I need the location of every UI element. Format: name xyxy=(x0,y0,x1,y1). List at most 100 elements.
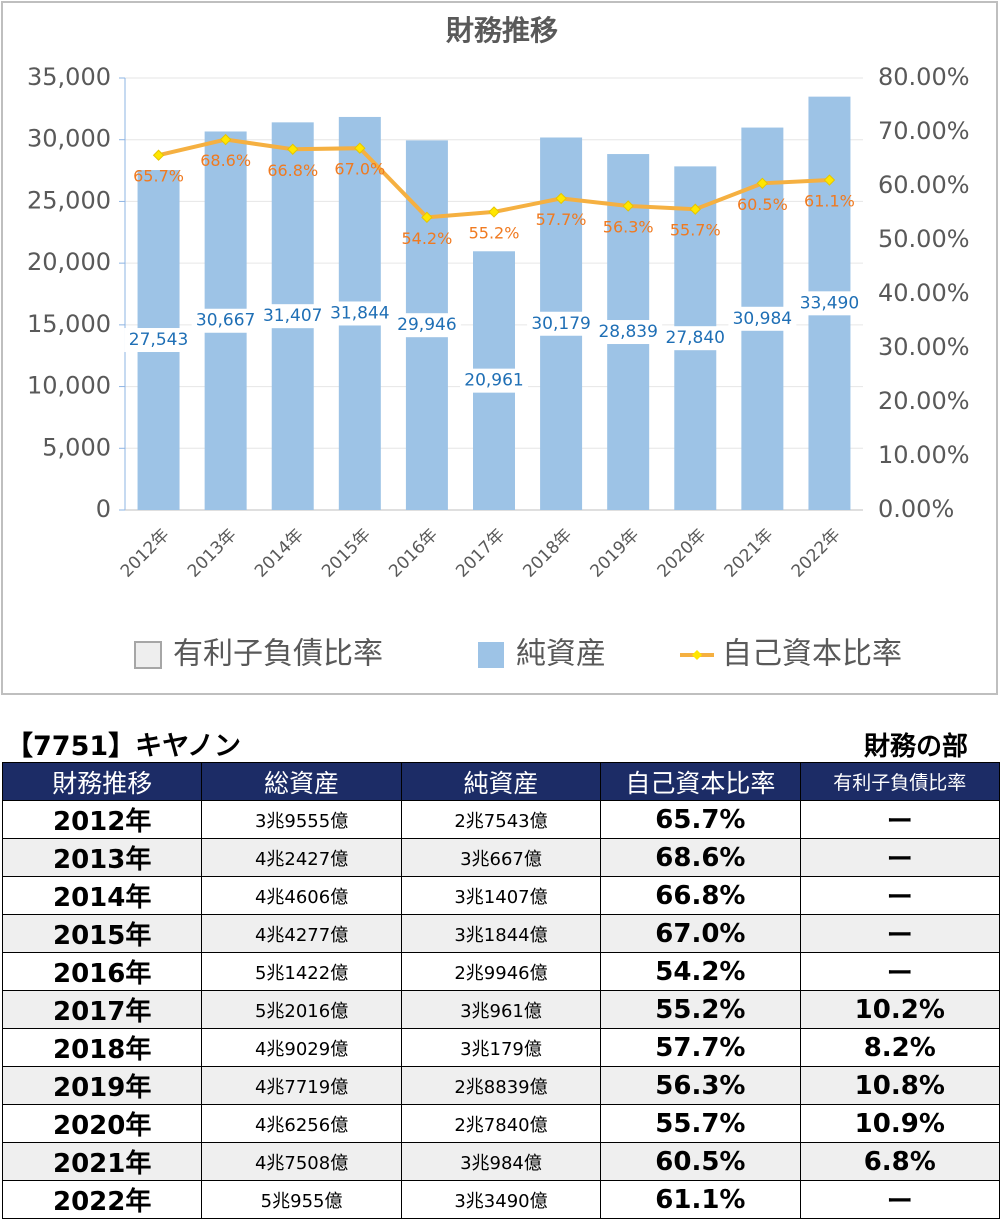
data-label: 54.2% xyxy=(401,229,452,248)
label-bg xyxy=(325,301,394,326)
table-cell: 3兆9555億 xyxy=(201,800,402,839)
table-row: 2019年 4兆7719億 2兆8839億 56.3% 10.8% xyxy=(1,1066,1001,1105)
data-label: 66.8% xyxy=(267,161,318,180)
y-tick-label: 30,000 xyxy=(27,125,111,153)
table-cell: 2兆8839億 xyxy=(400,1066,602,1105)
point xyxy=(219,133,232,146)
table-row: 2020年 4兆6256億 2兆7840億 55.7% 10.9% xyxy=(1,1104,1001,1143)
table-cell: 2017年 xyxy=(1,990,203,1029)
table-cell: 55.2% xyxy=(600,990,801,1029)
table-cell: 3兆961億 xyxy=(400,990,602,1029)
table-cell: 3兆3490億 xyxy=(400,1180,602,1219)
table-cell: 66.8% xyxy=(600,876,801,915)
table-cell: 5兆2016億 xyxy=(201,990,402,1029)
table-cell: 2013年 xyxy=(1,838,203,877)
label-bg xyxy=(728,306,797,331)
label-bg xyxy=(594,320,663,345)
table-title: 【7751】キヤノン xyxy=(6,731,241,762)
label-bg xyxy=(124,328,193,353)
data-label: 29,946 xyxy=(397,315,456,335)
label-bg xyxy=(258,304,327,329)
label-bg xyxy=(527,311,596,336)
header-row: 財務推移 総資産 純資産 自己資本比率 有利子負債比率 xyxy=(1,762,1001,801)
table-row: 2014年 4兆4606億 3兆1407億 66.8% ー xyxy=(1,876,1001,915)
label-bg xyxy=(795,291,864,316)
data-label: 20,961 xyxy=(464,371,523,391)
label-bg xyxy=(460,368,528,393)
table-cell: 2015年 xyxy=(1,914,203,953)
table-cell: 2兆7840億 xyxy=(400,1104,602,1143)
table-header: 【7751】キヤノン 財務の部 xyxy=(0,722,1004,762)
point xyxy=(421,211,433,224)
data-label: 33,490 xyxy=(800,293,859,313)
y2-tick-label: 40.00% xyxy=(878,279,970,307)
table-cell: ー xyxy=(799,914,1001,953)
table-cell: 2020年 xyxy=(1,1104,203,1143)
point xyxy=(287,143,299,155)
table-cell: 10.9% xyxy=(799,1104,1001,1143)
table-cell: 4兆4606億 xyxy=(201,876,402,915)
table-cell: 2016年 xyxy=(1,952,203,991)
table-cell: 4兆2427億 xyxy=(201,838,402,877)
data-label: 55.7% xyxy=(670,221,721,240)
y-tick-label: 25,000 xyxy=(27,186,111,214)
table-row: 2018年 4兆9029億 3兆179億 57.7% 8.2% xyxy=(1,1028,1001,1067)
point xyxy=(689,203,701,215)
table-cell: 2兆9946億 xyxy=(400,952,602,991)
y2-tick-label: 70.00% xyxy=(878,117,970,145)
data-label: 30,984 xyxy=(733,309,792,329)
table: 財務推移 総資産 純資産 自己資本比率 有利子負債比率 2012年 3兆9555億 2兆754… xyxy=(1,762,1001,1219)
table-row: 2016年 5兆1422億 2兆9946億 54.2% ー xyxy=(1,952,1001,991)
table-cell: 3兆179億 xyxy=(400,1028,602,1067)
point xyxy=(756,177,769,190)
table-cell: 61.1% xyxy=(600,1180,801,1219)
table-row: 2021年 4兆7508億 3兆984億 60.5% 6.8% xyxy=(1,1142,1001,1181)
point xyxy=(488,206,500,218)
table-cell: 68.6% xyxy=(600,838,801,877)
table-cell: ー xyxy=(799,800,1001,839)
legend-label: 純資産 xyxy=(516,637,606,672)
point xyxy=(823,174,836,186)
table-cell: 3兆1407億 xyxy=(400,876,602,915)
table-cell: 2022年 xyxy=(1,1180,203,1219)
y2-tick-label: 0.00% xyxy=(878,495,954,523)
y-tick-label: 20,000 xyxy=(27,248,111,276)
table-cell: 3兆1844億 xyxy=(400,914,602,953)
table-cell: 2兆7543億 xyxy=(400,800,602,839)
table-cell: 2014年 xyxy=(1,876,203,915)
y2-tick-label: 10.00% xyxy=(878,441,970,469)
data-label: 61.1% xyxy=(804,192,855,211)
data-label: 56.3% xyxy=(603,217,654,236)
table-cell: ー xyxy=(799,838,1001,877)
table-row: 2017年 5兆2016億 3兆961億 55.2% 10.2% xyxy=(1,990,1001,1029)
table-cell: 3兆984億 xyxy=(400,1142,602,1181)
table-cell: 3兆667億 xyxy=(400,838,602,877)
header-cell: 純資産 xyxy=(400,762,602,801)
label-bg xyxy=(191,308,260,333)
data-label: 30,179 xyxy=(531,314,590,334)
table-cell: 4兆7719億 xyxy=(201,1066,402,1105)
table-row: 2012年 3兆9555億 2兆7543億 65.7% ー xyxy=(1,800,1001,839)
table-cell: 4兆4277億 xyxy=(201,914,402,953)
table-cell: 54.2% xyxy=(600,952,801,991)
table-cell: ー xyxy=(799,1180,1001,1219)
table-cell: 4兆9029億 xyxy=(201,1028,402,1067)
y2-tick-label: 30.00% xyxy=(878,333,970,361)
table-cell: 2018年 xyxy=(1,1028,203,1067)
table-cell: ー xyxy=(799,876,1001,915)
y2-tick-label: 80.00% xyxy=(878,63,970,91)
data-label: 67.0% xyxy=(334,160,385,179)
data-label: 57.7% xyxy=(536,210,587,229)
table-cell: 57.7% xyxy=(600,1028,801,1067)
table-cell: 65.7% xyxy=(600,800,801,839)
point xyxy=(555,192,567,205)
data-label: 30,667 xyxy=(196,311,255,331)
table-row: 2015年 4兆4277億 3兆1844億 67.0% ー xyxy=(1,914,1001,953)
y2-tick-label: 20.00% xyxy=(878,387,970,415)
y-tick-label: 35,000 xyxy=(27,63,111,91)
table-cell: 56.3% xyxy=(600,1066,801,1105)
chart-title: 財務推移 xyxy=(446,14,558,47)
label-bg xyxy=(392,313,461,338)
data-label: 27,840 xyxy=(666,328,725,348)
